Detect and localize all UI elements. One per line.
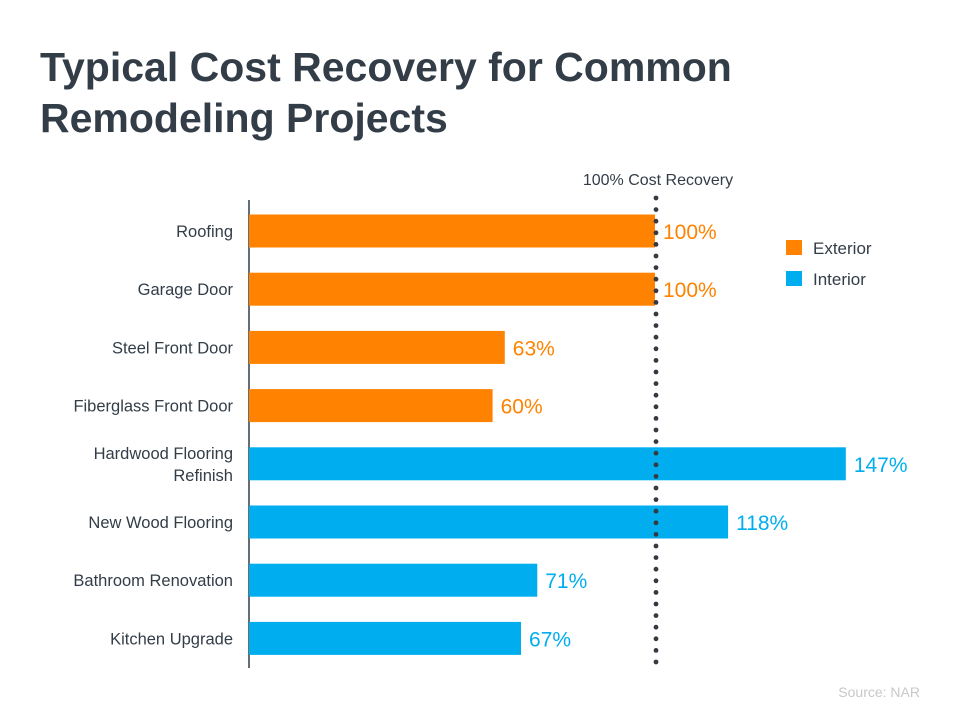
reference-line-dot bbox=[653, 207, 659, 213]
reference-line-dot bbox=[653, 416, 659, 421]
reference-line-dot bbox=[653, 392, 659, 398]
bar-hardwood-flooring-refinish bbox=[249, 447, 846, 481]
source-note: Source: NAR bbox=[838, 684, 920, 700]
category-label: Bathroom Renovation bbox=[73, 572, 233, 590]
reference-line-dot bbox=[653, 601, 659, 607]
reference-line-dot bbox=[653, 543, 659, 549]
bar-kitchen-upgrade bbox=[249, 621, 522, 655]
bar-garage-door bbox=[249, 272, 655, 306]
reference-line-dot bbox=[653, 439, 659, 444]
reference-line-dot bbox=[653, 242, 659, 247]
reference-line-dot bbox=[653, 450, 659, 456]
reference-line-dot bbox=[653, 288, 659, 294]
reference-line-dot bbox=[653, 253, 659, 259]
reference-line-dot bbox=[653, 427, 659, 433]
reference-line-dot bbox=[653, 636, 659, 642]
title-line-2: Remodeling Projects bbox=[40, 95, 448, 141]
reference-line-dot bbox=[653, 566, 659, 572]
chart-title: Typical Cost Recovery for Common Remodeli… bbox=[40, 42, 840, 144]
reference-line-dot bbox=[653, 590, 659, 595]
reference-line-dot bbox=[653, 381, 659, 386]
legend-swatch-interior bbox=[786, 271, 802, 286]
data-label: 60% bbox=[501, 396, 543, 419]
reference-line-dot bbox=[653, 369, 659, 375]
reference-line-dot bbox=[653, 404, 659, 410]
reference-line-dot bbox=[653, 474, 659, 479]
reference-line-dot bbox=[653, 276, 659, 282]
category-label: Roofing bbox=[176, 223, 233, 241]
reference-line-dot bbox=[653, 323, 659, 328]
category-label: Fiberglass Front Door bbox=[73, 398, 233, 416]
bar-roofing bbox=[249, 214, 655, 248]
category-label: Hardwood Flooring bbox=[94, 445, 233, 463]
reference-line-dot bbox=[653, 462, 659, 468]
reference-line-dot bbox=[653, 520, 659, 526]
reference-line-dot bbox=[653, 265, 659, 270]
category-label: Kitchen Upgrade bbox=[110, 630, 233, 648]
data-label: 100% bbox=[663, 221, 717, 244]
reference-line-dot bbox=[653, 311, 659, 317]
data-label: 67% bbox=[529, 628, 571, 651]
reference-line-dot bbox=[653, 218, 659, 224]
reference-line-dot bbox=[653, 485, 659, 491]
data-label: 147% bbox=[854, 454, 908, 477]
reference-line-dot bbox=[653, 300, 659, 305]
legend-label-exterior: Exterior bbox=[813, 239, 872, 258]
category-label: Steel Front Door bbox=[112, 339, 234, 357]
legend-swatch-exterior bbox=[786, 240, 802, 255]
reference-line-label: 100% Cost Recovery bbox=[583, 172, 733, 189]
reference-line-dot bbox=[653, 334, 659, 340]
data-label: 118% bbox=[736, 512, 788, 535]
reference-line-dot bbox=[653, 508, 659, 514]
data-label: 63% bbox=[513, 337, 555, 360]
data-label: 71% bbox=[545, 570, 587, 593]
title-line-1: Typical Cost Recovery for Common bbox=[40, 44, 732, 90]
reference-line-dot bbox=[653, 358, 659, 363]
reference-line-dot bbox=[653, 195, 659, 201]
bar-fiberglass-front-door bbox=[249, 389, 493, 423]
category-label: New Wood Flooring bbox=[88, 514, 233, 532]
bar-steel-front-door bbox=[249, 330, 505, 364]
reference-line-dot bbox=[653, 613, 659, 618]
reference-line-dot bbox=[653, 555, 659, 560]
reference-line-dot bbox=[653, 578, 659, 584]
reference-line-dot bbox=[653, 346, 659, 352]
reference-line-dot bbox=[653, 624, 659, 630]
reference-line-dot bbox=[653, 648, 659, 653]
reference-line-dot bbox=[653, 659, 659, 665]
bar-bathroom-renovation bbox=[249, 563, 538, 597]
reference-line-dot bbox=[653, 497, 659, 502]
category-label: Refinish bbox=[173, 467, 233, 485]
reference-line-dot bbox=[653, 230, 659, 236]
bar-new-wood-flooring bbox=[249, 505, 729, 539]
reference-line-dot bbox=[653, 532, 659, 537]
category-label: Garage Door bbox=[138, 281, 234, 299]
legend-label-interior: Interior bbox=[813, 270, 866, 289]
data-label: 100% bbox=[663, 279, 717, 302]
